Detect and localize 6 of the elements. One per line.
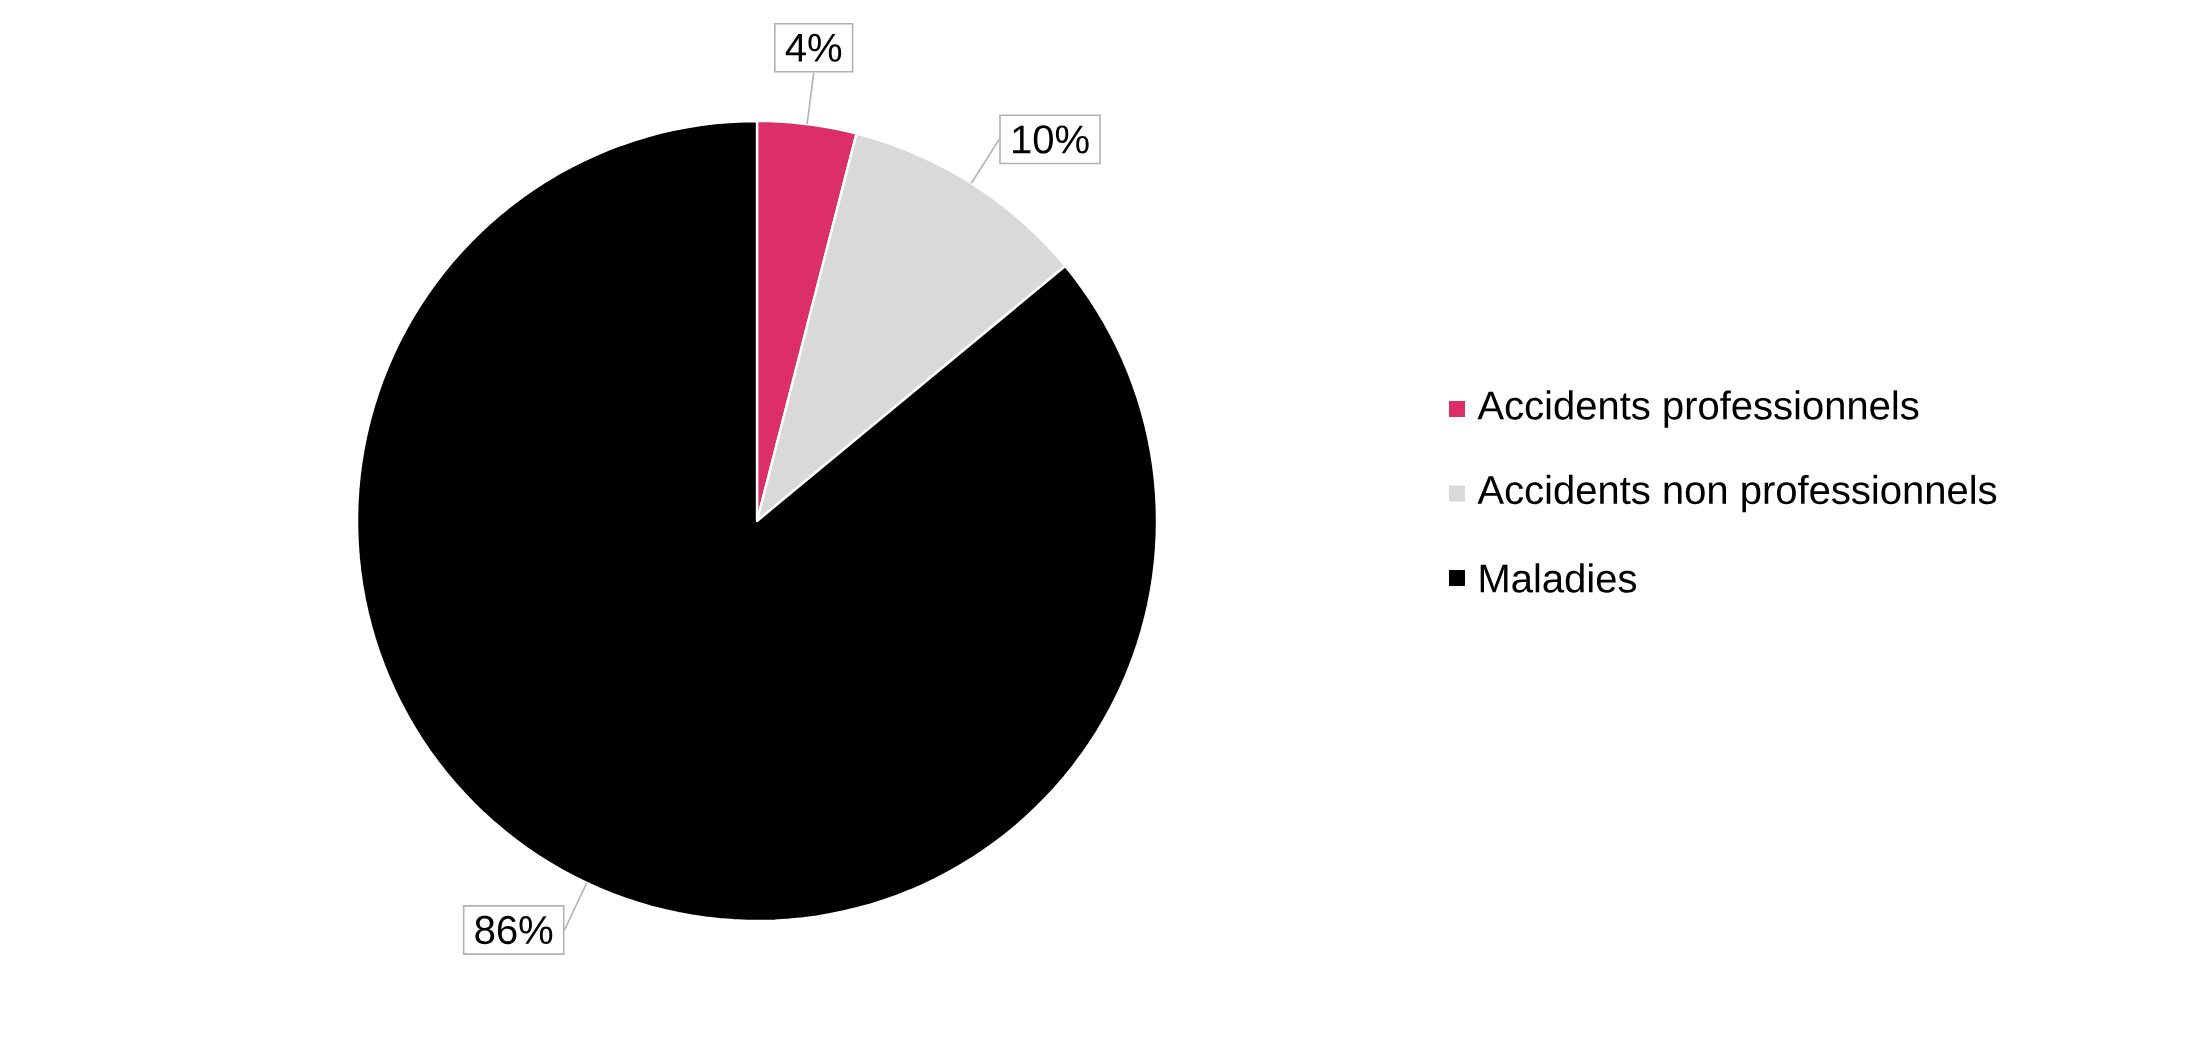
legend-label: Maladies (1480, 563, 1636, 593)
legend-label: Accidents non professionnels (1477, 474, 1997, 513)
data-label: 10% (1013, 125, 1089, 154)
data-label: 86% (475, 915, 553, 945)
legend-label: Accidents professionnels (1477, 390, 1919, 428)
data-label: 4% (785, 33, 842, 62)
